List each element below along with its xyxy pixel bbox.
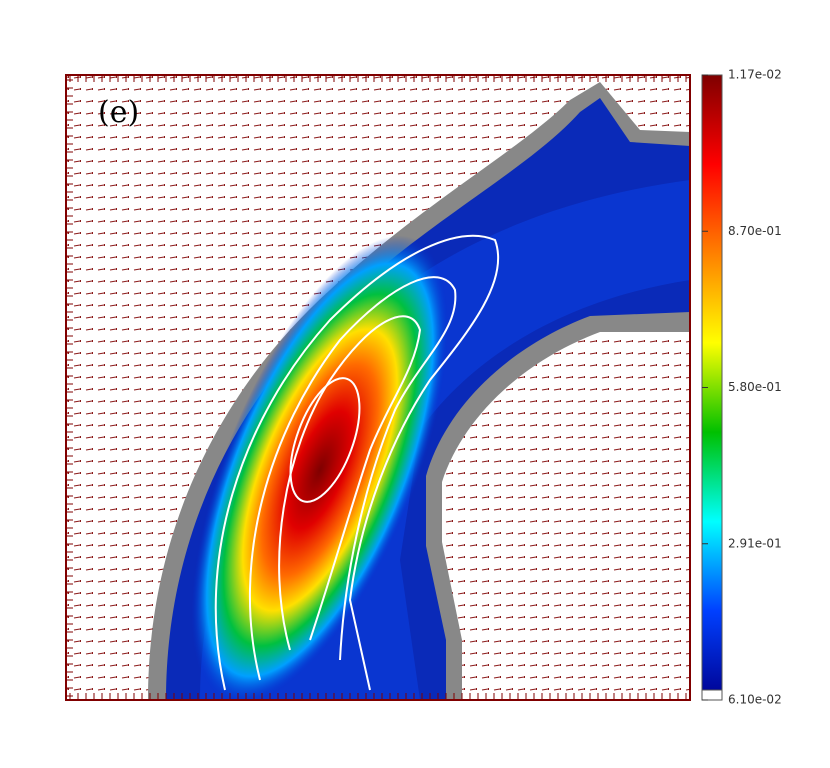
colorbar-label: 1.17e-02 (728, 68, 782, 82)
field (66, 75, 690, 700)
colorbar-label: 8.70e-01 (728, 224, 782, 238)
colorbar-label: 6.10e-02 (728, 693, 782, 707)
colorbar-label: 5.80e-01 (728, 380, 782, 394)
panel-label: (e) (98, 95, 139, 130)
colorbar-min (701, 689, 723, 701)
frame-ticks (66, 75, 687, 700)
axes-frame (65, 74, 691, 701)
colorbar-label: 2.91e-01 (728, 536, 782, 550)
